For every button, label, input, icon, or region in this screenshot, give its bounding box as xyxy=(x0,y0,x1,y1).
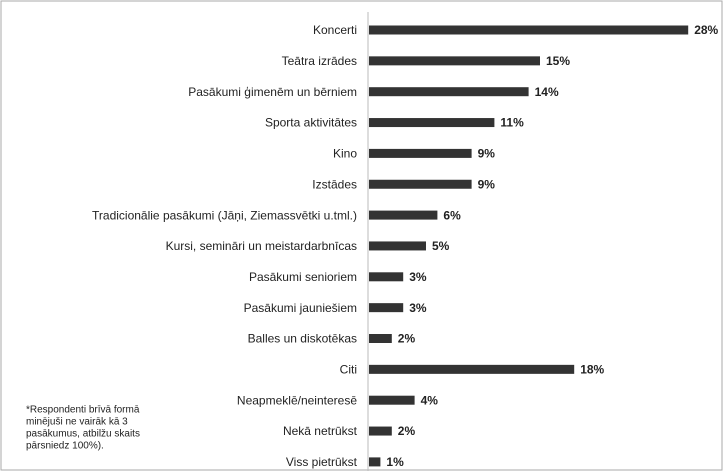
category-label: Pasākumi ģimenēm un bērniem xyxy=(188,85,357,99)
category-label: Viss pietrūkst xyxy=(286,455,358,469)
category-label: Pasākumi senioriem xyxy=(249,270,357,284)
value-label: 2% xyxy=(398,424,416,438)
value-label: 4% xyxy=(421,393,439,407)
footnote: *Respondenti brīvā formā xyxy=(26,405,140,416)
bar xyxy=(369,272,404,282)
category-label: Kino xyxy=(333,147,357,161)
category-label: Citi xyxy=(340,363,357,377)
bar xyxy=(369,395,415,405)
value-label: 5% xyxy=(432,239,450,253)
bar xyxy=(369,334,392,343)
bar xyxy=(369,241,426,251)
category-label: Sporta aktivitātes xyxy=(265,116,357,130)
value-label: 14% xyxy=(535,85,559,99)
bar xyxy=(369,148,472,158)
value-label: 15% xyxy=(546,54,570,68)
value-label: 18% xyxy=(580,363,604,377)
bar xyxy=(369,210,438,220)
category-label: Teātra izrādes xyxy=(282,54,357,68)
footnote: minējuši ne vairāk kā 3 xyxy=(26,417,128,428)
category-label: Koncerti xyxy=(313,23,357,37)
bar xyxy=(369,87,529,97)
bar xyxy=(369,303,404,313)
bar xyxy=(369,118,495,128)
bar xyxy=(369,25,689,35)
bar xyxy=(369,179,472,189)
footnote: pārsniedz 100%). xyxy=(26,441,104,452)
value-label: 9% xyxy=(478,147,496,161)
footnote: pasākumus, atbilžu skaits xyxy=(26,429,140,440)
category-label: Nekā netrūkst xyxy=(283,424,358,438)
bar xyxy=(369,426,392,436)
value-label: 3% xyxy=(409,270,427,284)
value-label: 9% xyxy=(478,177,496,191)
category-label: Kursi, semināri un meistardarbnīcas xyxy=(166,239,357,253)
category-label: Tradicionālie pasākumi (Jāņi, Ziemassvēt… xyxy=(92,208,357,222)
category-label: Balles un diskotēkas xyxy=(248,332,357,346)
value-label: 1% xyxy=(386,455,404,469)
value-label: 2% xyxy=(398,332,416,346)
category-label: Pasākumi jauniešiem xyxy=(244,301,357,315)
value-label: 3% xyxy=(409,301,427,315)
value-label: 28% xyxy=(694,23,718,37)
bar xyxy=(369,364,575,374)
category-label: Izstādes xyxy=(312,177,357,191)
value-label: 11% xyxy=(500,116,524,130)
bar xyxy=(369,56,540,66)
value-label: 6% xyxy=(443,208,461,222)
bar xyxy=(369,457,381,467)
category-label: Neapmeklē/neinteresē xyxy=(237,393,357,407)
